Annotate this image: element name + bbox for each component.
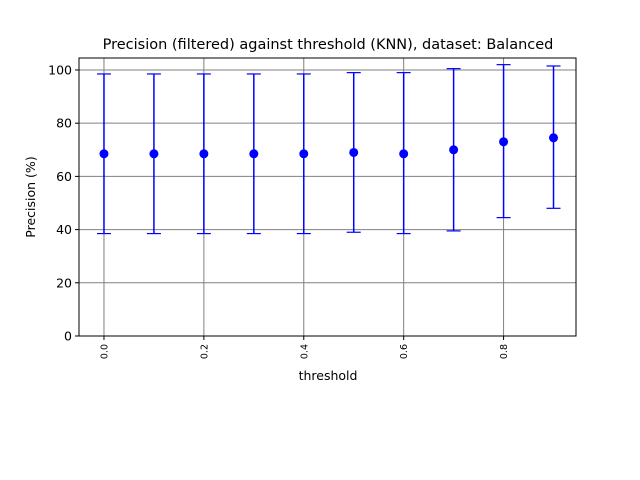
data-point: [99, 149, 109, 159]
data-point: [449, 145, 459, 155]
data-point: [549, 133, 559, 143]
y-tick-label: 100: [48, 62, 72, 77]
data-point: [299, 149, 309, 159]
y-tick-label: 40: [56, 222, 72, 237]
x-tick-label: 0.6: [399, 344, 410, 359]
data-point: [249, 149, 259, 159]
x-tick-label: 0.8: [499, 344, 510, 359]
x-tick-label: 0.4: [299, 344, 310, 359]
x-tick-label: 0.0: [99, 344, 110, 359]
x-tick-label: 0.2: [199, 344, 210, 359]
series-points: [96, 64, 561, 235]
y-tick-label: 60: [56, 169, 72, 184]
data-point: [349, 147, 359, 157]
y-tick-label: 0: [64, 329, 72, 344]
data-point: [149, 149, 159, 159]
data-point: [499, 137, 509, 147]
y-tick-label: 20: [56, 275, 72, 290]
data-point: [199, 149, 209, 159]
axis-ticks: 0 20 40 60 80 100 0.0 0.2 0.4 0.6 0.8: [48, 62, 510, 359]
x-axis-label: threshold: [299, 368, 358, 383]
plot-frame: [78, 57, 577, 337]
y-axis-label: Precision (%): [23, 156, 38, 237]
y-tick-label: 80: [56, 116, 72, 131]
data-point: [399, 149, 409, 159]
chart-title: Precision (filtered) against threshold (…: [103, 37, 554, 53]
